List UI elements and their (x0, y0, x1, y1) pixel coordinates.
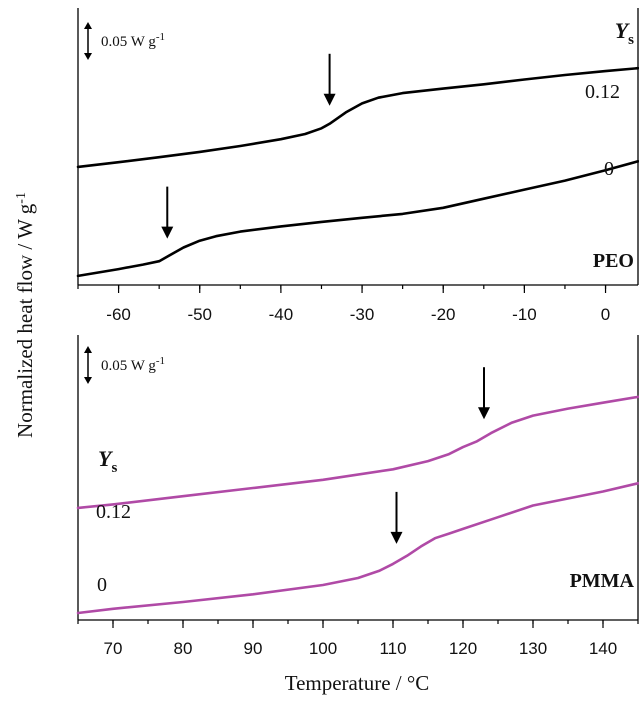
tg-arrow-head (161, 226, 174, 239)
x-tick-label: 130 (519, 639, 547, 658)
panel-pmma: 70 80 90 100 110 120 130 140 0.12 0 PMMA Ys 0.05 W g… (76, 335, 639, 658)
legend-title-main: Y (98, 446, 114, 471)
series-line-upper (76, 66, 639, 169)
scale-bar-label-main: 0.05 W g (101, 358, 156, 374)
series-line-lower (76, 160, 639, 278)
x-axis-label: Temperature / °C (285, 671, 430, 695)
tg-arrow-head (323, 93, 336, 106)
x-tick-label: -40 (269, 305, 294, 324)
panel-peo: -60 -50 -40 -30 -20 -10 0 0.12 0 PEO Ys 0.05 W g-1 (76, 8, 639, 324)
y-axis-label: Normalized heat flow / W g-1 (13, 192, 37, 438)
series-label: 0.12 (96, 501, 131, 523)
x-tick-label: 90 (244, 639, 263, 658)
scale-bar-label: 0.05 W g-1 (101, 355, 165, 374)
x-tick-label: -20 (431, 305, 456, 324)
x-tick-label: -30 (350, 305, 375, 324)
scale-bar-label-exponent: -1 (156, 355, 165, 367)
x-tick-label: -60 (106, 305, 131, 324)
x-tick-label: 110 (379, 639, 406, 658)
scale-bar-label-main: 0.05 W g (101, 34, 156, 50)
panel-title: PMMA (570, 570, 635, 592)
tg-arrow-head (478, 407, 490, 420)
scale-bar-label-exponent: -1 (156, 31, 165, 43)
legend-title-main: Y (615, 18, 631, 43)
scale-bar-label: 0.05 W g-1 (101, 31, 165, 50)
series-label: 0 (97, 574, 107, 596)
legend-title: Ys (98, 446, 117, 476)
scale-bar-arrow-up-icon (84, 22, 92, 29)
x-tick-label: -10 (512, 305, 537, 324)
legend-title-subscript: s (111, 460, 117, 476)
legend-title: Ys (615, 18, 634, 48)
x-tick-label: 120 (449, 639, 477, 658)
x-tick-label: 140 (589, 639, 617, 658)
y-axis-label-exponent: -1 (14, 192, 29, 204)
x-tick-label: 0 (601, 305, 610, 324)
y-axis-label-main: Normalized heat flow / W g (13, 203, 37, 438)
tg-arrow-head (390, 531, 403, 544)
x-tick-label: 100 (309, 639, 337, 658)
scale-bar-arrow-up-icon (84, 346, 92, 353)
legend-title-subscript: s (628, 32, 634, 48)
series-label: 0.12 (585, 81, 620, 103)
series-label: 0 (604, 158, 614, 180)
series-line-upper (76, 395, 639, 510)
panel-title: PEO (593, 250, 634, 272)
x-tick-label: 80 (174, 639, 193, 658)
x-tick-label: 70 (104, 639, 123, 658)
scale-bar-arrow-down-icon (84, 377, 92, 384)
scale-bar-arrow-down-icon (84, 53, 92, 60)
series-line-lower (76, 482, 639, 615)
x-tick-label: -50 (187, 305, 212, 324)
